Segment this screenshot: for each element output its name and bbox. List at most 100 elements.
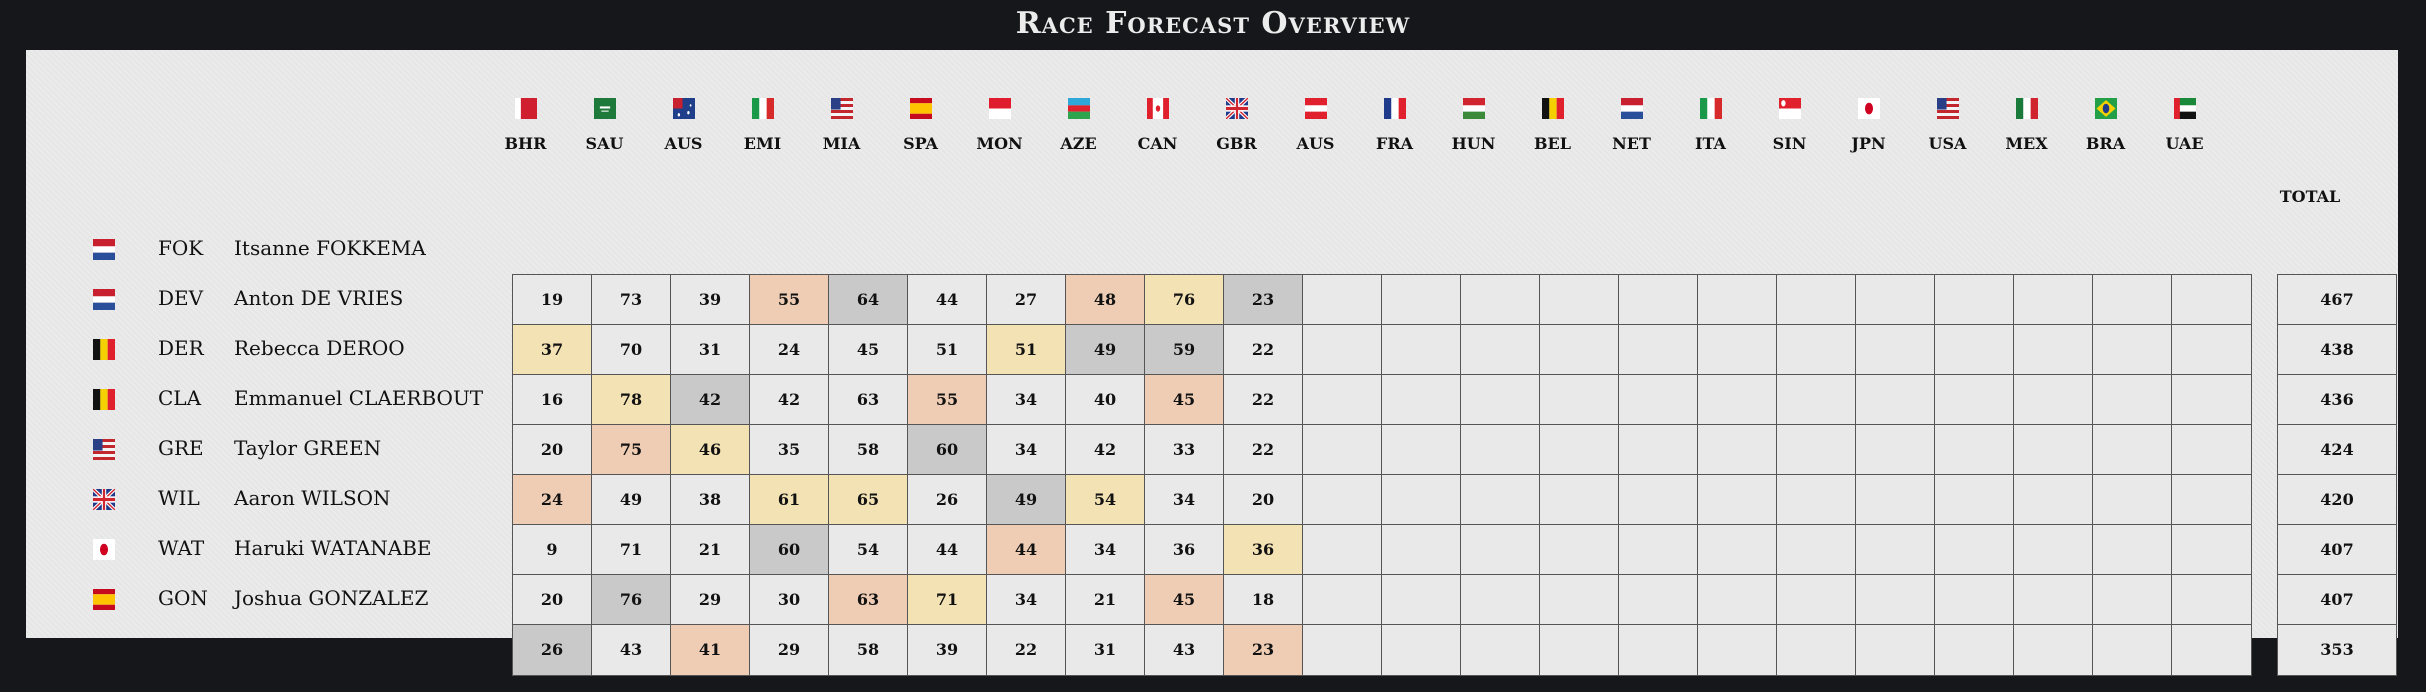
- page-title: Race Forecast Overview: [1015, 6, 1411, 41]
- race-header-9: GBR: [1197, 98, 1276, 153]
- score-cell: 59: [1145, 325, 1224, 375]
- flag-ned-icon: [1620, 98, 1643, 119]
- score-cell: 31: [1066, 625, 1145, 675]
- score-cell: 39: [908, 625, 987, 675]
- flag-mex-icon: [2015, 98, 2038, 119]
- score-cell: [1461, 325, 1540, 375]
- flag-mon-icon: [988, 98, 1011, 119]
- score-cell: 19: [513, 275, 592, 325]
- score-cell: 54: [829, 525, 908, 575]
- flag-usa-icon: [1936, 98, 1959, 119]
- score-cell: [1856, 275, 1935, 325]
- score-cell: 40: [1066, 375, 1145, 425]
- score-cell: 22: [1224, 425, 1303, 475]
- score-cell: 30: [750, 575, 829, 625]
- score-cell: [1461, 425, 1540, 475]
- score-cell: [1935, 425, 2014, 475]
- score-cell: [1935, 525, 2014, 575]
- score-cell: [1461, 575, 1540, 625]
- score-cell: [1698, 525, 1777, 575]
- flag-jpn-icon: [1857, 98, 1880, 119]
- player-name: Joshua GONZALEZ: [234, 586, 429, 610]
- score-cell: [1698, 475, 1777, 525]
- score-cell: 60: [908, 425, 987, 475]
- score-cell: [1619, 375, 1698, 425]
- score-cell: [1382, 575, 1461, 625]
- score-cell: [1935, 625, 2014, 675]
- score-cell: 78: [592, 375, 671, 425]
- score-cell: 24: [750, 325, 829, 375]
- score-cell: [2172, 425, 2251, 475]
- score-cell: [2093, 625, 2172, 675]
- total-cell: 407: [2278, 525, 2396, 575]
- score-cell: 54: [1066, 475, 1145, 525]
- race-header-1: SAU: [565, 98, 644, 153]
- score-cell: 49: [987, 475, 1066, 525]
- flag-bhr-icon: [514, 98, 537, 119]
- score-cell: 16: [513, 375, 592, 425]
- score-cell: 55: [908, 375, 987, 425]
- score-cell: [1698, 575, 1777, 625]
- score-cell: 31: [671, 325, 750, 375]
- player-code: DER: [158, 336, 204, 360]
- player-name: Emmanuel CLAERBOUT: [234, 386, 484, 410]
- race-code: CAN: [1137, 134, 1178, 153]
- score-cell: 26: [513, 625, 592, 675]
- score-cell: [2014, 425, 2093, 475]
- score-cell: [1303, 525, 1382, 575]
- score-cell: [1303, 625, 1382, 675]
- flag-ita-icon: [751, 98, 774, 119]
- flag-aus-icon: [672, 98, 695, 119]
- score-cell: [1303, 375, 1382, 425]
- score-cell: [1856, 375, 1935, 425]
- score-cell: [1698, 375, 1777, 425]
- total-cell: 467: [2278, 275, 2396, 325]
- score-cell: [1461, 525, 1540, 575]
- score-cell: [1619, 475, 1698, 525]
- score-cell: 20: [1224, 475, 1303, 525]
- race-header-12: HUN: [1434, 98, 1513, 153]
- player-name: Itsanne FOKKEMA: [234, 236, 426, 260]
- score-cell: [1382, 375, 1461, 425]
- race-code: SIN: [1772, 134, 1807, 153]
- score-cell: 39: [671, 275, 750, 325]
- score-cell: 51: [987, 325, 1066, 375]
- score-cell: 51: [908, 325, 987, 375]
- score-cell: 29: [750, 625, 829, 675]
- score-cell: 61: [750, 475, 829, 525]
- race-header-19: MEX: [1987, 98, 2066, 153]
- player-code: DEV: [158, 286, 204, 310]
- flag-usa-icon: [93, 439, 115, 460]
- score-cell: 27: [987, 275, 1066, 325]
- flag-ned-icon: [93, 239, 115, 260]
- player-code: WIL: [158, 486, 200, 510]
- score-cell: 49: [1066, 325, 1145, 375]
- score-cell: [1777, 475, 1856, 525]
- score-cell: [2014, 325, 2093, 375]
- score-cell: [1698, 425, 1777, 475]
- score-cell: [2093, 425, 2172, 475]
- race-code: GBR: [1216, 134, 1257, 153]
- score-cell: [1461, 275, 1540, 325]
- total-cell: 436: [2278, 375, 2396, 425]
- score-cell: 76: [592, 575, 671, 625]
- score-cell: 48: [1066, 275, 1145, 325]
- score-cell: [1856, 625, 1935, 675]
- score-cell: [1540, 275, 1619, 325]
- score-cell: [1461, 475, 1540, 525]
- score-cell: [1382, 525, 1461, 575]
- race-code: AUS: [664, 134, 703, 153]
- score-cell: 43: [592, 625, 671, 675]
- score-cell: 71: [592, 525, 671, 575]
- score-cell: [1382, 325, 1461, 375]
- score-cell: [1303, 425, 1382, 475]
- race-header-14: NET: [1592, 98, 1671, 153]
- score-cell: 43: [1145, 625, 1224, 675]
- flag-hun-icon: [1462, 98, 1485, 119]
- score-cell: [2172, 575, 2251, 625]
- score-cell: [1540, 575, 1619, 625]
- player-code: FOK: [158, 236, 204, 260]
- score-cell: 33: [1145, 425, 1224, 475]
- score-cell: 58: [829, 625, 908, 675]
- player-name: Haruki WATANABE: [234, 536, 432, 560]
